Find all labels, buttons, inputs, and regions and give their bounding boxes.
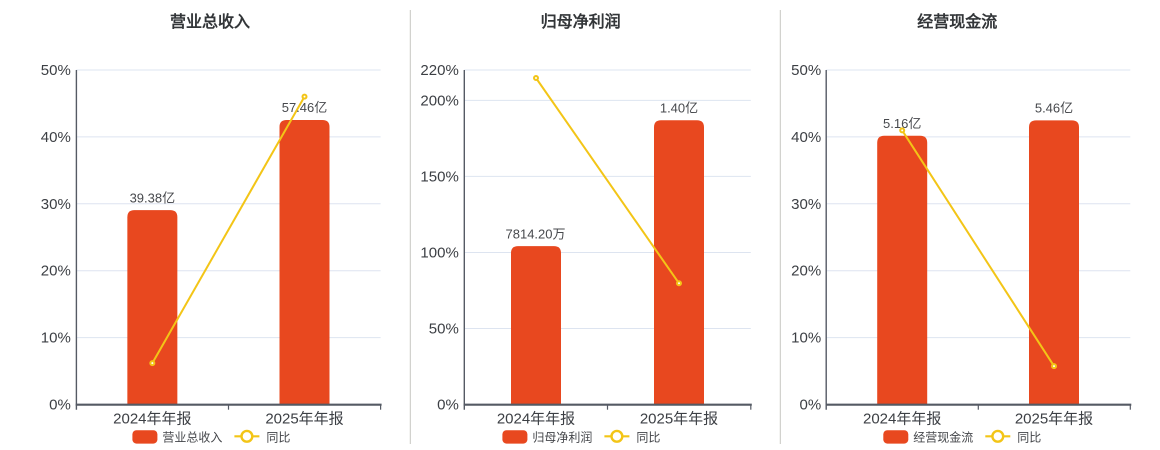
svg-text:0%: 0% [437, 397, 459, 414]
svg-text:1.40亿: 1.40亿 [660, 101, 698, 116]
svg-text:57.46亿: 57.46亿 [282, 100, 328, 115]
svg-text:同比: 同比 [1017, 430, 1041, 444]
svg-text:150%: 150% [420, 168, 458, 185]
svg-text:经营现金流: 经营现金流 [913, 429, 973, 444]
svg-text:归母净利润: 归母净利润 [541, 12, 621, 31]
svg-text:2025年年报: 2025年年报 [1015, 410, 1093, 427]
svg-text:经营现金流: 经营现金流 [917, 12, 997, 31]
svg-text:0%: 0% [800, 397, 822, 414]
svg-text:200%: 200% [420, 92, 458, 109]
svg-text:100%: 100% [420, 244, 458, 261]
svg-text:2024年年报: 2024年年报 [863, 410, 941, 427]
svg-text:20%: 20% [791, 263, 821, 280]
svg-text:50%: 50% [429, 320, 459, 337]
svg-text:50%: 50% [791, 62, 821, 79]
svg-text:0%: 0% [49, 397, 71, 414]
svg-text:10%: 10% [791, 330, 821, 347]
svg-text:同比: 同比 [266, 430, 290, 444]
svg-text:2024年年报: 2024年年报 [497, 410, 575, 427]
svg-text:5.16亿: 5.16亿 [883, 116, 921, 131]
svg-text:220%: 220% [420, 62, 458, 79]
svg-text:40%: 40% [791, 129, 821, 146]
svg-text:50%: 50% [41, 62, 71, 79]
svg-text:2024年年报: 2024年年报 [113, 410, 191, 427]
svg-text:39.38亿: 39.38亿 [130, 190, 176, 205]
svg-text:40%: 40% [41, 129, 71, 146]
svg-text:2025年年报: 2025年年报 [640, 410, 718, 427]
svg-text:30%: 30% [791, 196, 821, 213]
svg-text:2025年年报: 2025年年报 [265, 410, 343, 427]
svg-text:30%: 30% [41, 196, 71, 213]
svg-text:7814.20万: 7814.20万 [506, 226, 566, 241]
svg-text:10%: 10% [41, 330, 71, 347]
svg-text:营业总收入: 营业总收入 [162, 430, 222, 444]
svg-text:20%: 20% [41, 263, 71, 280]
svg-text:归母净利润: 归母净利润 [532, 430, 592, 444]
svg-text:5.46亿: 5.46亿 [1035, 101, 1073, 116]
svg-text:营业总收入: 营业总收入 [170, 12, 250, 31]
svg-text:同比: 同比 [636, 430, 660, 444]
